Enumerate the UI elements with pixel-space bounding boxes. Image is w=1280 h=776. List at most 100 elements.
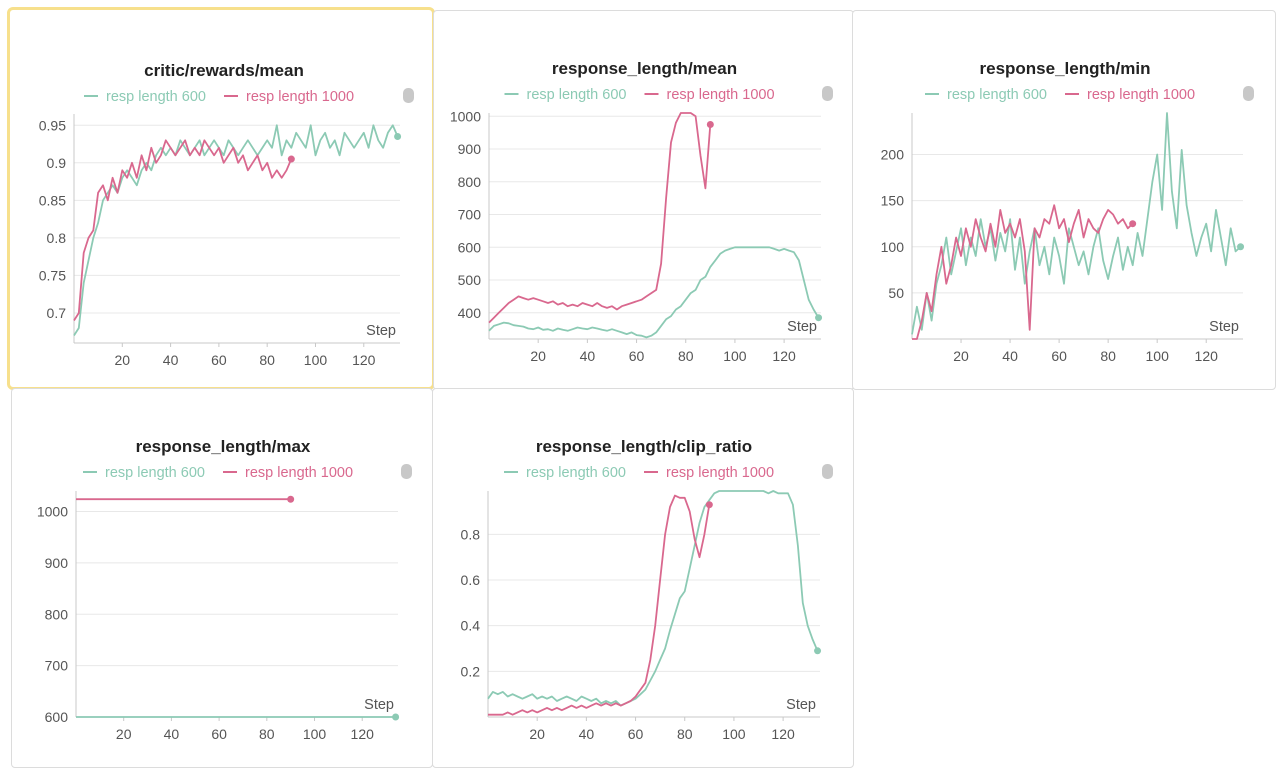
chart-title: response_length/max bbox=[136, 437, 311, 456]
y-tick-label: 1000 bbox=[450, 108, 481, 124]
x-tick-label: 20 bbox=[116, 726, 132, 742]
x-axis-label: Step bbox=[1209, 319, 1239, 335]
x-tick-label: 120 bbox=[1195, 348, 1219, 364]
x-tick-label: 100 bbox=[304, 352, 328, 368]
x-tick-label: 120 bbox=[351, 726, 375, 742]
x-tick-label: 40 bbox=[1002, 348, 1018, 364]
x-tick-label: 60 bbox=[211, 352, 227, 368]
y-tick-label: 700 bbox=[458, 207, 482, 223]
y-tick-label: 900 bbox=[458, 141, 482, 157]
y-tick-label: 150 bbox=[881, 193, 905, 209]
y-tick-label: 0.6 bbox=[461, 572, 481, 588]
x-tick-label: 40 bbox=[580, 348, 596, 364]
chart-title: response_length/clip_ratio bbox=[536, 437, 752, 456]
y-tick-label: 100 bbox=[881, 239, 905, 255]
series-end-point bbox=[1237, 243, 1245, 251]
x-tick-label: 80 bbox=[259, 726, 275, 742]
y-tick-label: 0.7 bbox=[47, 305, 67, 321]
legend-label: resp length 600 bbox=[526, 465, 626, 481]
series-line-resp-length-600 bbox=[911, 112, 1242, 335]
x-tick-label: 40 bbox=[164, 726, 180, 742]
y-tick-label: 400 bbox=[458, 305, 482, 321]
y-tick-label: 600 bbox=[458, 239, 482, 255]
y-tick-label: 0.8 bbox=[461, 526, 481, 542]
series-end-point bbox=[705, 501, 713, 509]
x-tick-label: 100 bbox=[723, 348, 747, 364]
x-tick-label: 20 bbox=[115, 352, 131, 368]
series-end-point bbox=[287, 495, 295, 503]
x-tick-label: 100 bbox=[303, 726, 327, 742]
x-axis-label: Step bbox=[364, 697, 394, 713]
x-axis-label: Step bbox=[786, 697, 816, 713]
x-axis-label: Step bbox=[787, 319, 817, 335]
y-tick-label: 500 bbox=[458, 272, 482, 288]
legend-label: resp length 600 bbox=[947, 87, 1047, 103]
toggle-icon[interactable] bbox=[822, 464, 833, 479]
legend-label: resp length 1000 bbox=[246, 89, 354, 105]
x-tick-label: 60 bbox=[211, 726, 227, 742]
series-end-point bbox=[392, 713, 400, 721]
x-tick-label: 60 bbox=[629, 348, 645, 364]
x-tick-label: 20 bbox=[529, 726, 545, 742]
series-line-resp-length-1000 bbox=[73, 139, 293, 321]
y-tick-label: 0.4 bbox=[461, 618, 481, 634]
x-tick-label: 20 bbox=[530, 348, 546, 364]
toggle-icon[interactable] bbox=[822, 86, 833, 101]
legend-label: resp length 1000 bbox=[667, 87, 775, 103]
y-tick-label: 0.75 bbox=[39, 267, 66, 283]
series-end-point bbox=[287, 155, 295, 163]
toggle-icon[interactable] bbox=[1243, 86, 1254, 101]
y-tick-label: 0.9 bbox=[47, 155, 67, 171]
y-tick-label: 0.2 bbox=[461, 663, 481, 679]
series-line-resp-length-600 bbox=[487, 490, 819, 707]
toggle-icon[interactable] bbox=[403, 88, 414, 103]
x-tick-label: 80 bbox=[1100, 348, 1116, 364]
x-tick-label: 80 bbox=[259, 352, 275, 368]
x-tick-label: 60 bbox=[1051, 348, 1067, 364]
y-tick-label: 50 bbox=[888, 285, 904, 301]
y-tick-label: 0.95 bbox=[39, 117, 66, 133]
y-tick-label: 800 bbox=[45, 606, 69, 622]
chart-title: response_length/min bbox=[980, 59, 1151, 78]
series-line-resp-length-1000 bbox=[488, 112, 712, 324]
chart-panel-len-mean[interactable]: response_length/mean resp length 600 resp … bbox=[433, 10, 854, 390]
x-tick-label: 40 bbox=[163, 352, 179, 368]
x-tick-label: 120 bbox=[352, 352, 376, 368]
legend-label: resp length 1000 bbox=[245, 465, 353, 481]
chart-panel-rewards[interactable]: critic/rewards/mean resp length 600 resp l… bbox=[7, 7, 435, 390]
chart-rewards-svg: critic/rewards/mean resp length 600 resp l… bbox=[39, 61, 414, 368]
x-tick-label: 40 bbox=[579, 726, 595, 742]
x-tick-label: 80 bbox=[678, 348, 694, 364]
y-tick-label: 0.85 bbox=[39, 192, 66, 208]
y-tick-label: 200 bbox=[881, 147, 905, 163]
series-line-resp-length-600 bbox=[73, 124, 399, 336]
toggle-icon[interactable] bbox=[401, 464, 412, 479]
chart-title: critic/rewards/mean bbox=[144, 61, 304, 80]
x-tick-label: 100 bbox=[722, 726, 746, 742]
x-axis-label: Step bbox=[366, 323, 396, 339]
x-tick-label: 20 bbox=[953, 348, 969, 364]
x-tick-label: 60 bbox=[628, 726, 644, 742]
series-end-point bbox=[814, 647, 822, 655]
x-tick-label: 80 bbox=[677, 726, 693, 742]
legend-label: resp length 1000 bbox=[1087, 87, 1195, 103]
series-end-point bbox=[394, 133, 402, 141]
legend-label: resp length 1000 bbox=[666, 465, 774, 481]
y-tick-label: 0.8 bbox=[47, 230, 67, 246]
series-end-point bbox=[815, 314, 823, 322]
chart-title: response_length/mean bbox=[552, 59, 737, 78]
legend-label: resp length 600 bbox=[105, 465, 205, 481]
series-line-resp-length-600 bbox=[488, 246, 820, 339]
y-tick-label: 900 bbox=[45, 555, 69, 571]
legend-label: resp length 600 bbox=[106, 89, 206, 105]
x-tick-label: 100 bbox=[1146, 348, 1170, 364]
series-line-resp-length-1000 bbox=[912, 204, 1134, 340]
y-tick-label: 1000 bbox=[37, 504, 68, 520]
